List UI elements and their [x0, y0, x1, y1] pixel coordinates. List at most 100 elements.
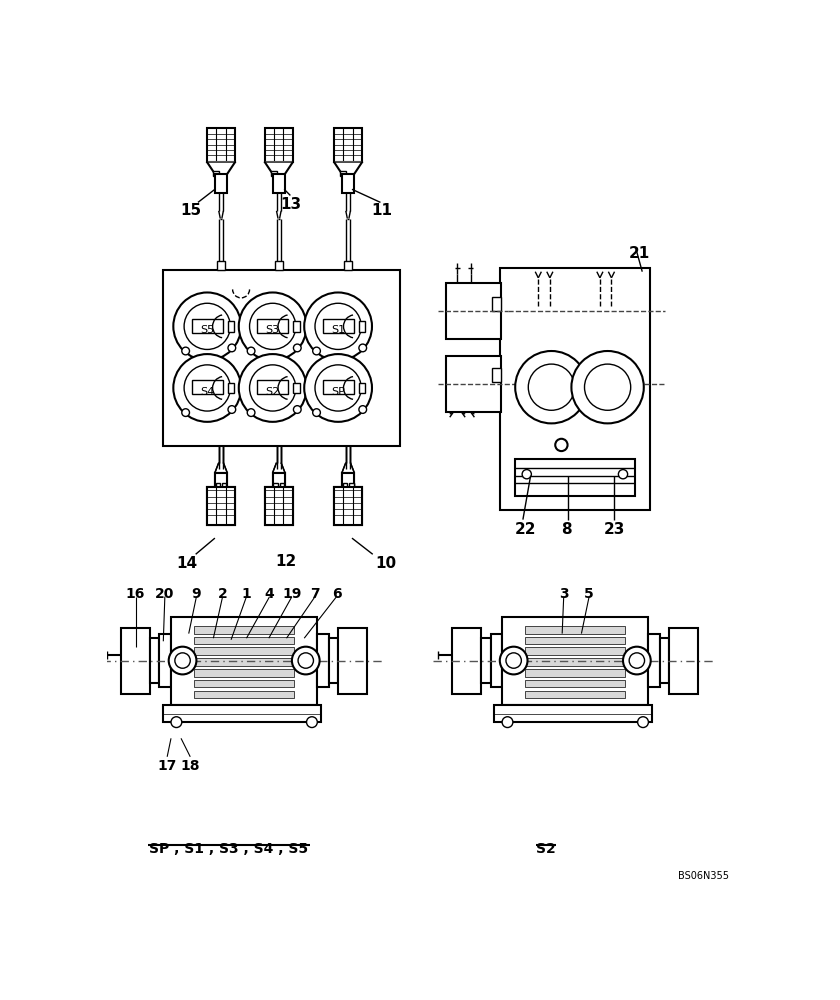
Bar — [340, 171, 346, 176]
Text: 19: 19 — [282, 587, 302, 601]
Text: S3: S3 — [265, 325, 280, 335]
Circle shape — [175, 653, 190, 668]
Circle shape — [181, 409, 190, 416]
Circle shape — [239, 354, 307, 422]
Bar — [648, 634, 660, 687]
Bar — [192, 380, 223, 394]
Circle shape — [293, 344, 302, 352]
Text: 2: 2 — [218, 587, 228, 601]
Bar — [293, 383, 300, 393]
Circle shape — [623, 647, 651, 674]
Bar — [215, 473, 227, 487]
Bar — [257, 380, 288, 394]
Circle shape — [585, 364, 631, 410]
Bar — [280, 483, 284, 487]
Bar — [280, 483, 284, 487]
Circle shape — [506, 653, 522, 668]
Text: 14: 14 — [176, 556, 197, 571]
Bar — [342, 174, 354, 193]
Circle shape — [249, 365, 296, 411]
Bar — [525, 669, 625, 677]
Circle shape — [359, 344, 366, 352]
Bar — [215, 473, 227, 487]
Bar — [495, 705, 653, 722]
Circle shape — [312, 409, 320, 416]
Text: 11: 11 — [371, 203, 392, 218]
Bar — [344, 261, 352, 270]
Bar — [216, 483, 220, 487]
Bar — [257, 319, 288, 333]
Circle shape — [184, 365, 230, 411]
Text: 20: 20 — [155, 587, 175, 601]
Bar — [339, 628, 367, 694]
Bar — [492, 368, 501, 382]
Bar — [274, 483, 278, 487]
Bar — [163, 705, 321, 722]
Text: 1: 1 — [242, 587, 251, 601]
Circle shape — [173, 292, 241, 360]
Bar — [446, 283, 501, 339]
Circle shape — [247, 347, 255, 355]
Bar — [515, 459, 634, 496]
Text: 9: 9 — [192, 587, 202, 601]
Bar — [660, 638, 669, 683]
Bar — [334, 487, 362, 525]
Circle shape — [292, 647, 320, 674]
Text: 17: 17 — [157, 759, 177, 773]
Bar — [342, 473, 354, 487]
Circle shape — [307, 717, 318, 728]
Text: 7: 7 — [310, 587, 320, 601]
Bar — [265, 128, 292, 162]
Text: 3: 3 — [559, 587, 569, 601]
Bar — [222, 483, 227, 487]
Bar — [446, 356, 501, 412]
Circle shape — [228, 406, 236, 413]
Text: 22: 22 — [515, 522, 537, 537]
Bar — [215, 174, 227, 193]
Text: BS06N355: BS06N355 — [678, 871, 729, 881]
Circle shape — [181, 347, 190, 355]
Bar — [194, 626, 294, 634]
Bar — [329, 638, 339, 683]
Circle shape — [618, 470, 627, 479]
Bar — [207, 487, 235, 525]
Text: 15: 15 — [181, 203, 202, 218]
Text: 18: 18 — [181, 759, 200, 773]
Bar — [293, 321, 300, 332]
Circle shape — [304, 354, 372, 422]
Bar — [273, 473, 285, 487]
Text: S4: S4 — [200, 387, 214, 397]
Circle shape — [247, 409, 255, 416]
Text: 6: 6 — [332, 587, 341, 601]
Bar — [334, 487, 362, 525]
Bar — [265, 487, 292, 525]
Bar — [349, 483, 354, 487]
Circle shape — [515, 351, 588, 423]
Circle shape — [304, 292, 372, 360]
Bar — [342, 473, 354, 487]
Bar — [194, 647, 294, 655]
Bar — [207, 128, 235, 162]
Bar — [323, 380, 354, 394]
Circle shape — [298, 653, 313, 668]
Bar — [271, 171, 276, 176]
Bar — [121, 628, 150, 694]
Bar — [334, 128, 362, 162]
Bar — [492, 297, 501, 311]
Bar — [343, 483, 348, 487]
Bar — [481, 638, 491, 683]
Bar — [213, 171, 218, 176]
Bar — [273, 174, 285, 193]
Bar — [359, 383, 365, 393]
Bar — [163, 270, 400, 446]
Circle shape — [629, 653, 644, 668]
Bar — [218, 261, 225, 270]
Bar — [274, 483, 278, 487]
Text: 21: 21 — [628, 246, 649, 261]
Bar — [525, 637, 625, 644]
Bar — [222, 483, 227, 487]
Circle shape — [555, 439, 568, 451]
Bar — [318, 634, 329, 687]
Bar — [525, 691, 625, 698]
Text: 4: 4 — [265, 587, 275, 601]
